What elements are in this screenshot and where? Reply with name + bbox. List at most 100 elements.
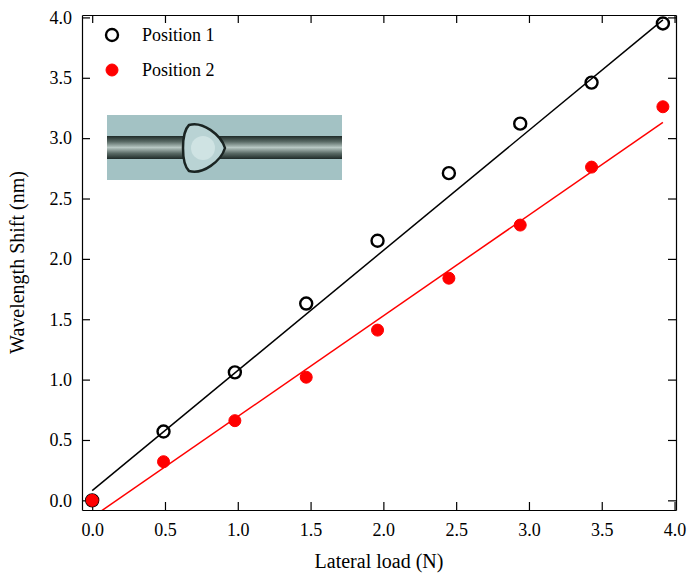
x-axis-top [83,15,677,23]
point [514,219,526,231]
tick-mark [668,17,676,18]
tick-mark [602,15,603,23]
y-axis: 0.00.51.01.52.02.53.03.54.0 [50,8,91,511]
tick: 1.5 [50,310,91,330]
tick: 3.0 [518,502,541,540]
legend-item: Position 1 [106,25,215,45]
tick [529,15,530,23]
tick: 2.5 [445,502,468,540]
point [657,101,669,113]
tick-label: 0.5 [154,520,177,540]
tick [668,17,676,18]
x-axis-top-line [83,15,677,16]
tick [668,500,676,501]
tick: 3.0 [50,128,91,148]
point [372,324,384,336]
tick-mark [165,15,166,23]
point [443,272,455,284]
tick-mark [165,502,166,510]
point [586,161,598,173]
y-axis-line [82,16,83,511]
tick-mark [238,15,239,23]
tick [675,15,676,23]
tick-mark [456,15,457,23]
tick: 3.5 [591,502,614,540]
tick-mark [238,502,239,510]
tick-mark [383,15,384,23]
tick-label: 1.0 [50,370,73,390]
point [158,426,170,438]
tick-mark [82,259,90,260]
tick-mark [82,198,90,199]
point [86,494,98,506]
tick-label: 0.5 [50,430,73,450]
tick: 1.0 [227,502,250,540]
tick-mark [668,380,676,381]
tick-mark [668,259,676,260]
tick-mark [668,138,676,139]
tick-mark [668,440,676,441]
tick [602,15,603,23]
tick-label: 2.5 [50,189,73,209]
tick [456,15,457,23]
tick: 3.5 [50,68,91,88]
legend: Position 1 Position 2 [106,25,215,80]
tick [668,440,676,441]
tick-label: 2.0 [50,249,73,269]
tick: 0.5 [50,430,91,450]
tick-label: 3.5 [50,68,73,88]
tick-label: 1.5 [300,520,323,540]
tick: 0.0 [81,502,104,540]
inset-background [107,115,342,180]
tick [668,380,676,381]
tick [165,15,166,23]
tick-mark [82,319,90,320]
point [443,167,455,179]
tick-label: 1.5 [50,310,73,330]
tick-label: 3.5 [591,520,614,540]
tick-label: 4.0 [50,8,73,28]
tick: 4.0 [664,502,687,540]
point [372,235,384,247]
tick [311,15,312,23]
tick-mark [92,15,93,23]
tick [668,259,676,260]
tick-mark [668,198,676,199]
tick-label: 2.5 [445,520,468,540]
tick-label: 1.0 [227,520,250,540]
tick-label: 0.0 [81,520,104,540]
fit-line [92,20,663,491]
tick [668,319,676,320]
marks [86,17,669,510]
tick: 2.5 [50,189,91,209]
tick: 1.0 [50,370,91,390]
tick [92,15,93,23]
point [229,366,241,378]
tick-mark [310,502,311,510]
point [300,298,312,310]
tick: 4.0 [50,8,91,28]
legend-item: Position 2 [106,60,215,80]
x-axis-title: Lateral load (N) [315,550,444,573]
tick-label: 3.0 [50,128,73,148]
legend-label: Position 2 [142,60,215,80]
tick: 2.0 [50,249,91,269]
tick-mark [82,17,90,18]
tick-mark [674,15,675,23]
tick-mark [668,78,676,79]
y-axis-right-line [676,16,677,511]
point [158,456,170,468]
tick [668,138,676,139]
legend-marker [106,29,118,41]
y-axis-title: Wavelength Shift (nm) [6,171,29,354]
tick-mark [383,502,384,510]
point [300,371,312,383]
tick [668,199,676,200]
tick-mark [456,502,457,510]
tick-mark [82,380,90,381]
tick-mark [602,502,603,510]
point [229,415,241,427]
point [586,77,598,89]
tick-label: 3.0 [518,520,541,540]
x-axis-line [83,510,677,511]
